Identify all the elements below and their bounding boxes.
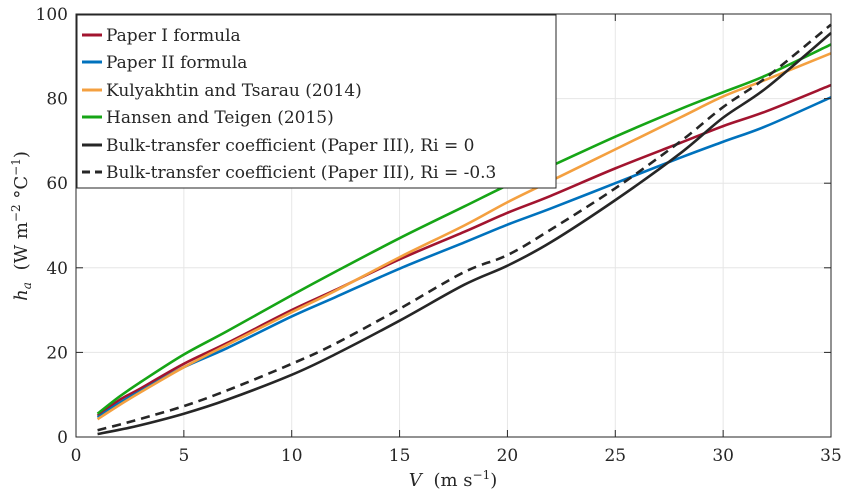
y-axis-variable-subscript: a [20,282,34,289]
y-axis-unit-exponent-1: −2 [9,204,23,222]
legend-label-3: Hansen and Teigen (2015) [106,108,334,128]
plot-lines [96,23,832,436]
x-axis-variable: V [409,470,424,491]
x-tick-label: 15 [389,446,411,466]
x-tick-label: 10 [281,446,303,466]
legend-label-4: Bulk-transfer coefficient (Paper III), R… [106,136,474,156]
y-tick-label: 80 [46,90,68,110]
y-tick-label: 0 [57,428,68,448]
y-axis-label: ha (W m−2 °C−1) [4,151,36,301]
x-tick-label: 0 [71,446,82,466]
series-line-2 [96,52,832,421]
y-axis-unit-close: ) [11,151,32,158]
x-tick-label: 20 [497,446,519,466]
y-tick-label: 20 [46,343,68,363]
y-axis-unit: (W m [11,222,32,270]
x-axis-unit: (m s [433,470,472,491]
y-axis-variable: h [11,289,32,301]
tick-labels: 0 5 10 15 20 25 30 35 0 20 40 60 80 100 [36,5,842,466]
x-axis-unit-exponent: −1 [473,468,491,482]
y-tick-label: 100 [36,5,68,25]
legend-box [76,14,557,189]
series-line-3 [96,43,832,415]
x-tick-label: 25 [604,446,626,466]
y-tick-label: 60 [46,174,68,194]
legend-label-2: Kulyakhtin and Tsarau (2014) [106,81,362,101]
legend-label-5: Bulk-transfer coefficient (Paper III), R… [106,163,496,183]
x-axis-label: V (m s−1) [409,468,498,491]
x-tick-label: 5 [178,446,189,466]
series-line-4 [97,32,832,436]
legend-label-0: Paper I formula [106,26,241,46]
x-axis-unit-close: ) [490,470,497,491]
x-tick-label: 30 [712,446,734,466]
y-axis-unit-exponent-2: −1 [9,158,23,176]
plot-frame [75,13,832,438]
x-tick-label: 35 [820,446,842,466]
legend-label-1: Paper II formula [106,53,247,73]
y-tick-label: 40 [46,259,68,279]
y-axis-unit-middle: °C [11,176,32,199]
legend: Paper I formula Paper II formula Kulyakh… [76,14,557,189]
